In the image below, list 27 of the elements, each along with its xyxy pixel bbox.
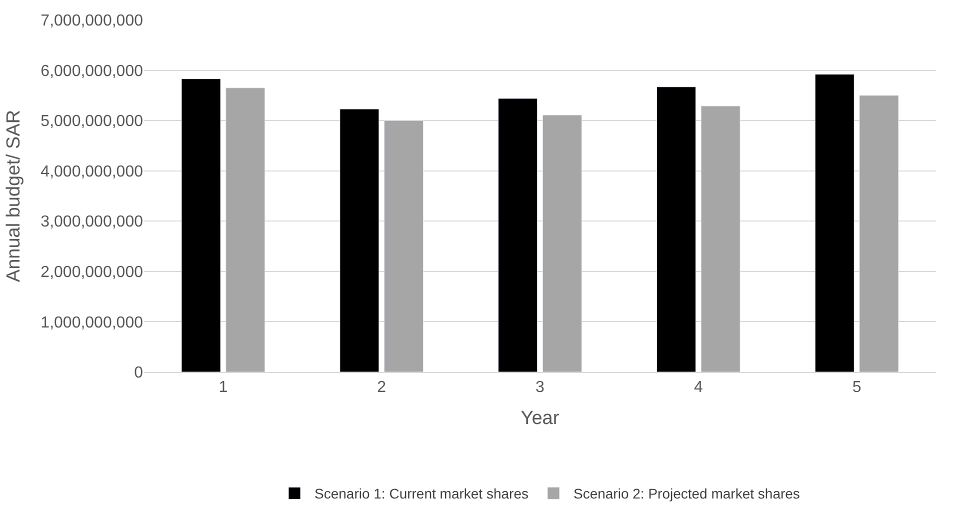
y-tick-label: 2,000,000,000 bbox=[40, 264, 144, 282]
bar bbox=[226, 88, 266, 372]
y-axis-title: Annual budget/ SAR bbox=[4, 110, 25, 282]
y-tick-label: 7,000,000,000 bbox=[40, 12, 144, 30]
x-tick-label: 4 bbox=[694, 379, 703, 396]
y-tick-label: 0 bbox=[134, 364, 144, 382]
bar bbox=[384, 120, 424, 372]
y-tick-label: 1,000,000,000 bbox=[40, 314, 144, 332]
bar bbox=[181, 78, 221, 372]
y-tick-label: 4,000,000,000 bbox=[40, 163, 144, 180]
y-tick-label: 6,000,000,000 bbox=[40, 62, 144, 80]
bar bbox=[700, 106, 740, 372]
y-tick-label: 5,000,000,000 bbox=[40, 113, 144, 130]
bar bbox=[542, 114, 582, 372]
y-tick-label: 3,000,000,000 bbox=[40, 214, 144, 231]
bar bbox=[340, 108, 380, 372]
x-tick-label: 3 bbox=[536, 379, 545, 396]
bar bbox=[656, 86, 696, 372]
x-tick-label: 1 bbox=[218, 379, 228, 396]
x-axis-title: Year bbox=[520, 408, 560, 429]
x-tick-label: 5 bbox=[852, 379, 862, 396]
legend-label: Scenario 1: Current market shares bbox=[314, 486, 528, 502]
bar bbox=[859, 95, 899, 372]
bar bbox=[814, 74, 854, 372]
bar bbox=[498, 98, 538, 372]
x-tick-label: 2 bbox=[377, 379, 386, 396]
legend-label: Scenario 2: Projected market shares bbox=[573, 486, 800, 502]
